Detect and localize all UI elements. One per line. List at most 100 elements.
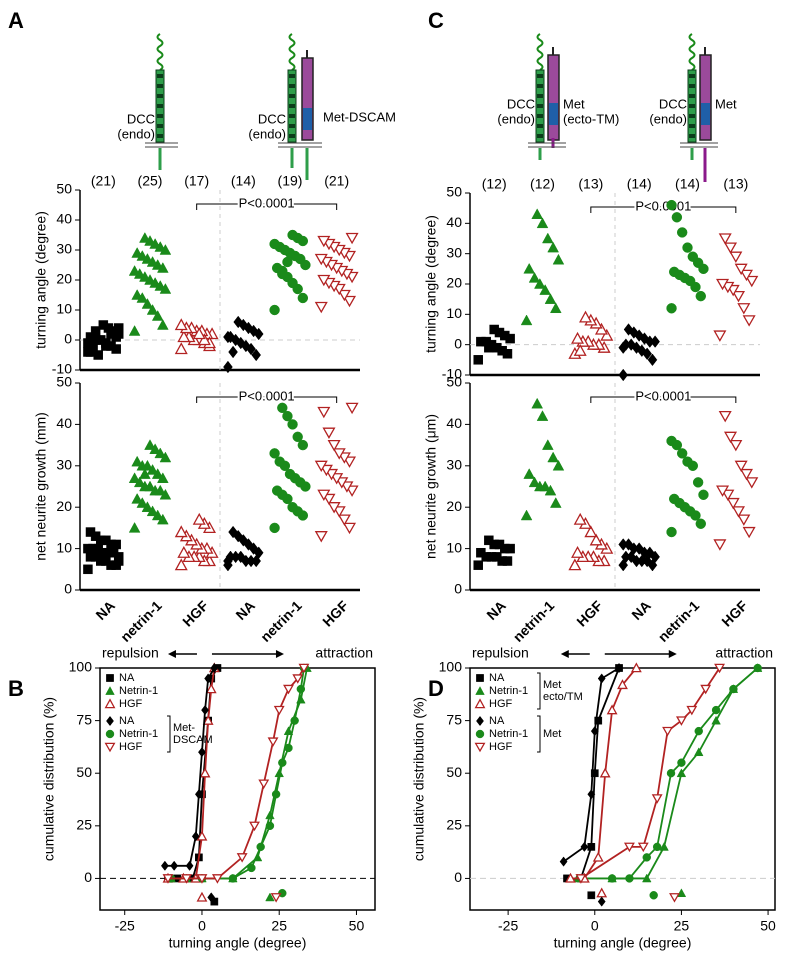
marker: [98, 320, 109, 330]
marker: [623, 323, 634, 336]
y-tick-label: 25: [446, 817, 462, 833]
marker: [528, 476, 541, 488]
marker: [201, 704, 209, 716]
marker: [587, 843, 596, 851]
marker: [223, 360, 233, 374]
marker: [106, 329, 116, 339]
direction-label: repulsion: [472, 645, 529, 661]
marker: [692, 477, 704, 488]
marker: [686, 705, 698, 716]
direction-label: attraction: [315, 645, 373, 661]
dcc-domain: [157, 104, 163, 108]
dcc-domain: [157, 114, 163, 118]
marker: [592, 851, 604, 862]
met-bar: [699, 54, 712, 141]
y-tick-label: 75: [76, 711, 92, 727]
coil: [156, 33, 164, 71]
marker: [105, 729, 115, 739]
marker: [342, 456, 357, 468]
marker: [716, 485, 730, 497]
marker: [544, 293, 557, 304]
marker: [284, 468, 296, 480]
marker: [666, 435, 677, 447]
marker: [607, 874, 617, 883]
dcc-domain: [157, 124, 163, 128]
dcc-domain: [157, 134, 163, 138]
marker: [345, 485, 359, 497]
construct-label: (endo): [649, 111, 687, 126]
marker: [649, 891, 658, 900]
marker: [265, 821, 275, 831]
marker: [695, 518, 706, 529]
y-tick-label: 30: [446, 244, 462, 260]
marker: [101, 341, 111, 351]
x-tick-label: 0: [198, 918, 206, 934]
x-tick-label: -25: [115, 918, 135, 934]
marker: [590, 726, 599, 737]
legend-label: Netrin-1: [119, 728, 158, 740]
marker: [662, 726, 673, 737]
marker: [340, 481, 354, 493]
marker: [330, 473, 344, 485]
marker: [192, 512, 206, 525]
marker: [141, 298, 154, 309]
marker: [677, 758, 686, 767]
marker: [476, 547, 486, 558]
y-tick-label: 50: [446, 374, 462, 390]
y-tick-label: 25: [76, 817, 92, 833]
marker: [177, 330, 191, 343]
x-tick-label: 50: [760, 918, 776, 934]
marker: [694, 726, 703, 736]
marker: [317, 274, 331, 287]
marker: [223, 554, 233, 568]
marker: [197, 333, 211, 346]
marker: [571, 331, 585, 344]
arrowhead: [275, 650, 284, 658]
dcc-domain: [289, 104, 295, 108]
y-tick-label: 10: [446, 539, 462, 555]
p-value: P<0.0001: [239, 388, 295, 403]
marker: [317, 235, 331, 248]
marker: [273, 705, 285, 716]
marker: [322, 427, 336, 439]
marker: [332, 448, 346, 460]
marker: [484, 535, 494, 546]
marker: [258, 779, 270, 790]
marker: [314, 301, 328, 314]
construct-label: Met: [563, 96, 585, 111]
x-tick-label: netrin-1: [510, 597, 558, 645]
y-tick-label: 0: [454, 335, 462, 351]
arrowhead: [560, 650, 569, 658]
met-domain: [701, 103, 710, 125]
plot-frame: [99, 667, 376, 911]
marker: [199, 767, 211, 778]
marker: [726, 497, 740, 510]
cumulative-line: [171, 667, 305, 880]
direction-label: attraction: [715, 645, 773, 661]
y-tick-label: 50: [76, 764, 92, 780]
construct-label: (endo): [117, 126, 155, 141]
marker: [729, 251, 743, 263]
dcc-domain: [689, 134, 695, 138]
marker: [618, 368, 629, 382]
marker: [204, 673, 213, 684]
marker: [587, 891, 596, 900]
marker: [283, 726, 294, 735]
marker: [128, 472, 141, 483]
y-axis-label: turning angle (degree): [33, 211, 49, 349]
y-tick-label: 50: [446, 184, 462, 200]
x-tick-label: NA: [483, 597, 509, 623]
marker: [269, 238, 280, 250]
marker: [541, 232, 554, 244]
y-axis-label: net neurite growth (mm): [33, 412, 49, 561]
marker: [729, 439, 743, 452]
x-tick-label: HGF: [319, 597, 352, 630]
construct-label: DCC: [507, 96, 535, 111]
legend-label: HGF: [119, 698, 143, 710]
cumulative-line: [164, 667, 216, 867]
marker: [177, 545, 191, 558]
marker: [131, 455, 143, 467]
marker: [228, 874, 238, 883]
y-tick-label: 10: [56, 539, 72, 555]
marker: [332, 506, 346, 518]
